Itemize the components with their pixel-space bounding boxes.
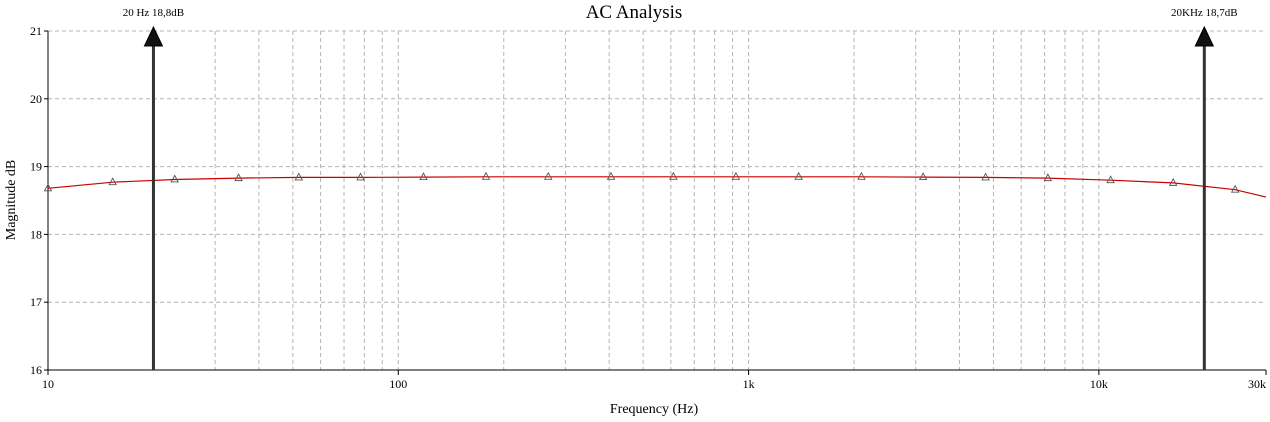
x-tick-label: 30k — [1248, 377, 1266, 391]
annotations: 20 Hz 18,8dB 20KHz 18,7dB — [123, 7, 1238, 370]
series-line — [47, 176, 1267, 198]
series-marker — [234, 173, 243, 182]
y-tick-label: 16 — [30, 363, 42, 377]
x-tick-label: 10 — [42, 377, 54, 391]
series-marker — [1043, 173, 1053, 182]
cursor-label: 20KHz 18,7dB — [1171, 7, 1238, 19]
y-tick-label: 18 — [30, 227, 42, 241]
series-marker — [108, 177, 117, 186]
series-marker — [1230, 184, 1240, 193]
x-axis-label: Frequency (Hz) — [610, 402, 699, 417]
x-tick-label: 100 — [389, 377, 407, 391]
series-marker — [544, 171, 553, 180]
series-marker — [669, 171, 678, 180]
cursor-arrowhead — [143, 25, 164, 47]
axes: 16 17 18 19 20 21 10 100 1k 10k 30k — [30, 24, 1267, 391]
chart-title: AC Analysis — [586, 2, 683, 23]
series-marker — [356, 172, 365, 181]
y-tick-label: 20 — [30, 92, 42, 106]
series-marker — [794, 171, 803, 180]
series-marker — [170, 174, 179, 183]
series-marker — [731, 171, 741, 180]
series-marker — [606, 171, 616, 180]
y-tick-label: 21 — [30, 24, 42, 38]
series-marker — [1168, 177, 1178, 186]
y-tick-label: 19 — [30, 160, 42, 174]
series-marker — [294, 172, 304, 181]
series-marker — [981, 172, 990, 181]
y-axis-label: Magnitude dB — [4, 160, 19, 241]
series-marker — [43, 183, 53, 192]
series-marker — [857, 171, 866, 180]
series-marker — [1106, 175, 1115, 184]
series-marker — [481, 171, 491, 180]
grid — [48, 30, 1266, 370]
y-tick-label: 17 — [30, 295, 42, 309]
x-tick-label: 10k — [1090, 377, 1108, 391]
series — [43, 171, 1267, 198]
x-tick-label: 1k — [743, 377, 755, 391]
cursor-label: 20 Hz 18,8dB — [123, 7, 184, 19]
cursor-arrowhead — [1194, 25, 1215, 47]
series-marker — [918, 172, 928, 181]
series-marker — [419, 172, 428, 181]
